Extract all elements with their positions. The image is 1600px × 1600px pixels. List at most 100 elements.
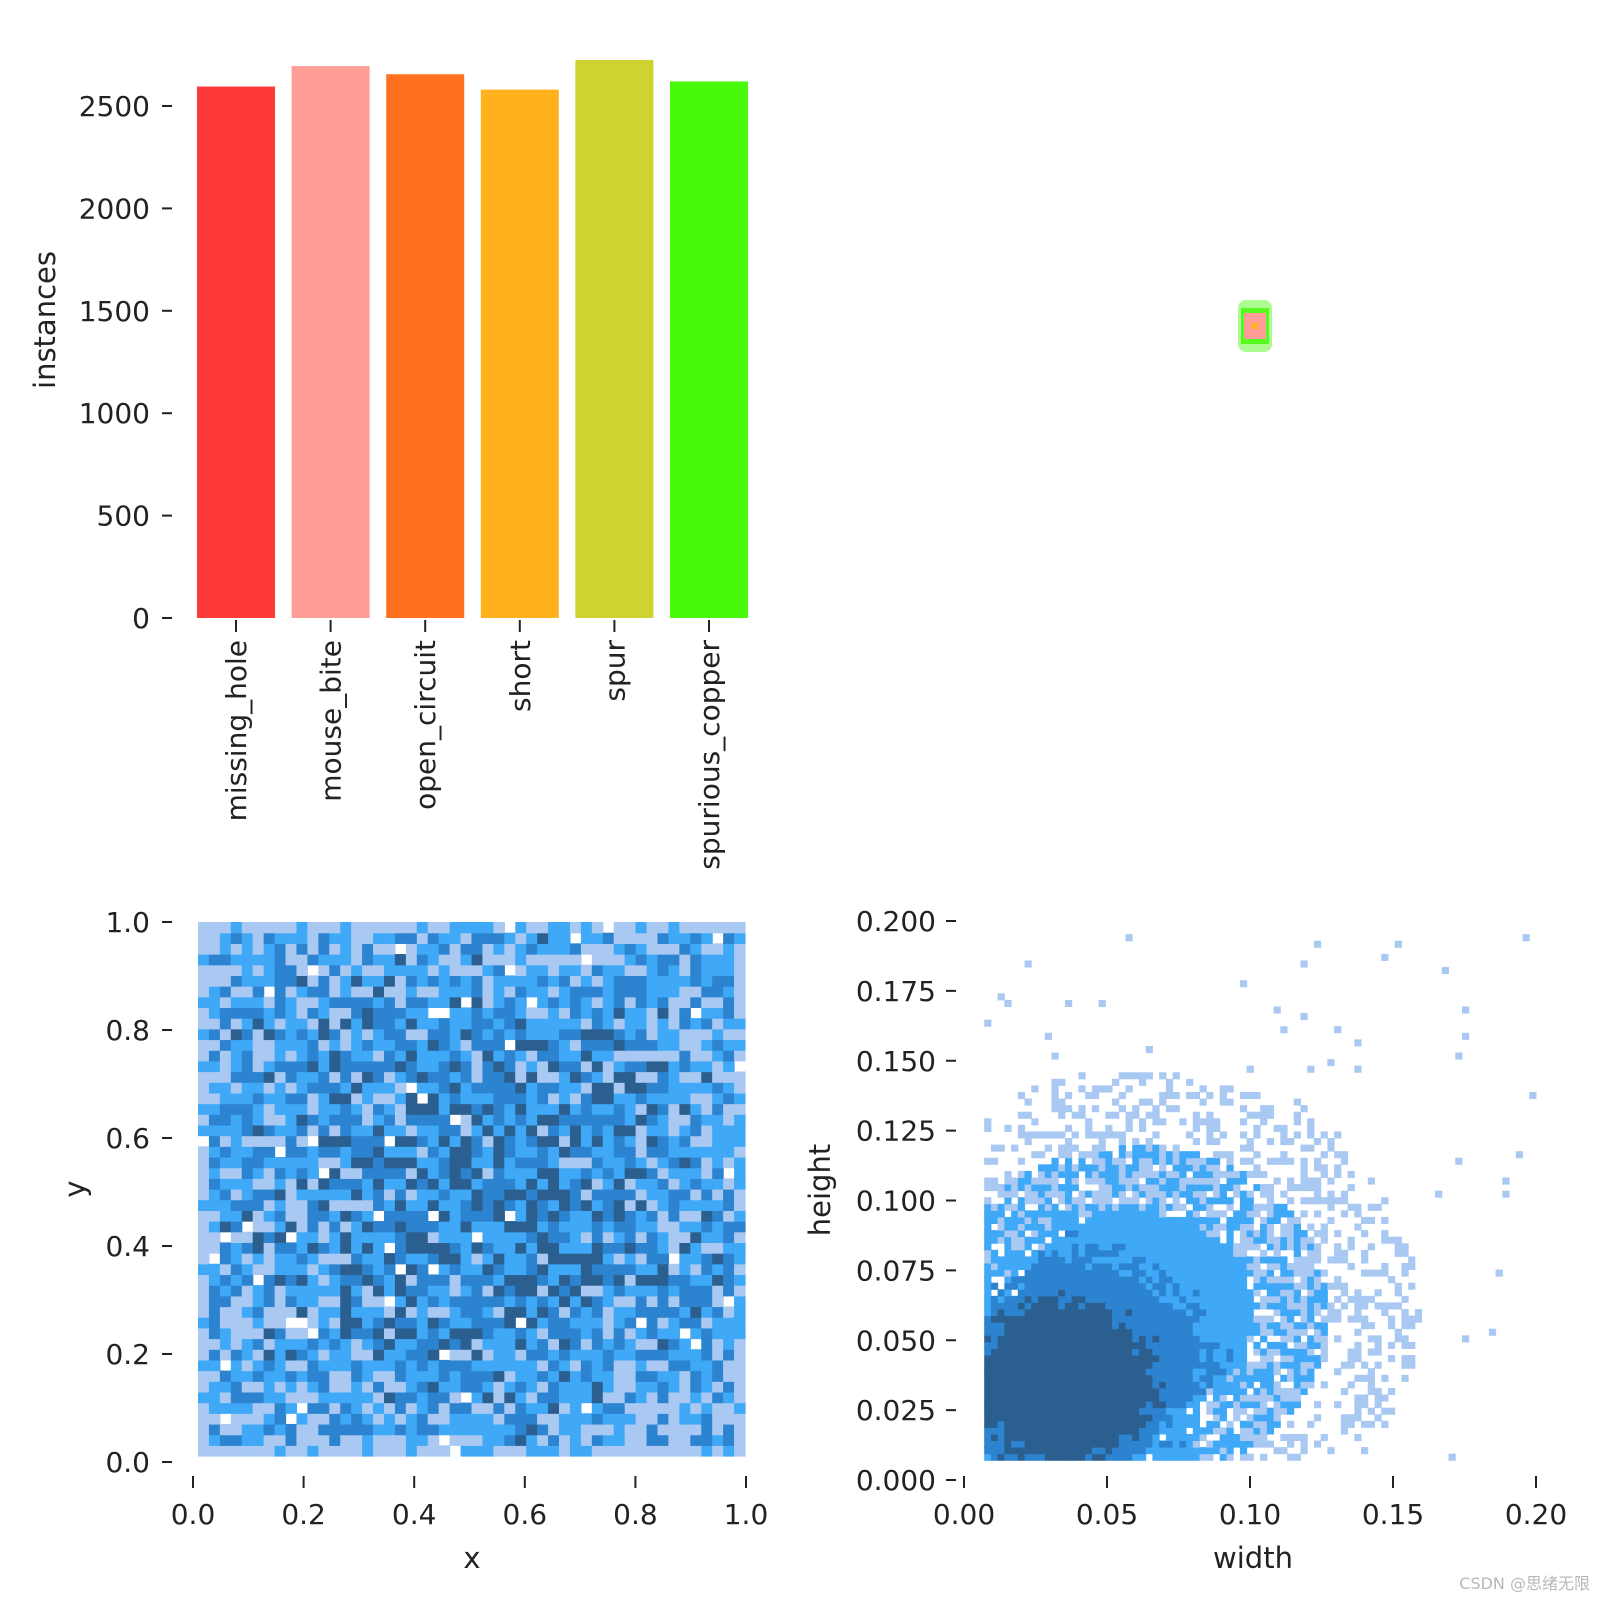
heatmap-cell [1334, 1256, 1342, 1264]
heatmap-cell [515, 1327, 527, 1340]
heatmap-cell [515, 1071, 527, 1083]
heatmap-cell [646, 1242, 659, 1254]
heatmap-cell [1374, 1269, 1382, 1277]
heatmap-cell [296, 996, 308, 1009]
heatmap-cell [230, 1199, 243, 1211]
heatmap-cell [1354, 1295, 1362, 1303]
heatmap-cell [1091, 1177, 1100, 1185]
heatmap-cell [1085, 1295, 1093, 1303]
heatmap-cell [690, 1071, 702, 1083]
heatmap-cell [1287, 1276, 1295, 1284]
heatmap-cell [1266, 1105, 1275, 1113]
heatmap-cell [329, 1338, 341, 1350]
heatmap-cell [1044, 1387, 1052, 1396]
heatmap-cell [1051, 1440, 1059, 1448]
heatmap-cell [482, 1295, 494, 1308]
heatmap-cell [274, 1221, 287, 1233]
heatmap-cell [668, 1391, 680, 1404]
heatmap-cell [1017, 1302, 1026, 1310]
heatmap-cell [1125, 1177, 1133, 1185]
heatmap-cell [1024, 1269, 1032, 1277]
heatmap-cell [1105, 1341, 1113, 1349]
heatmap-cell [679, 1306, 691, 1318]
heatmap-cell [690, 1178, 702, 1190]
heatmap-cell [219, 922, 232, 934]
heatmap-cell [984, 1440, 992, 1448]
heatmap-cell [285, 1445, 298, 1457]
heatmap-cell [1327, 1059, 1335, 1067]
heatmap-cell [1078, 1374, 1086, 1382]
heatmap-cell [383, 1285, 396, 1297]
heatmap-cell [405, 1189, 418, 1201]
heatmap-cell [1125, 1420, 1133, 1428]
heatmap-cell [1192, 1368, 1201, 1376]
heatmap-cell [580, 1306, 593, 1318]
heatmap-cell [198, 1231, 210, 1243]
heatmap-cell [460, 1359, 473, 1372]
heatmap-cell [504, 1434, 516, 1446]
heatmap-cell [1300, 1013, 1308, 1021]
heatmap-cell [1179, 1414, 1187, 1422]
heatmap-cell [394, 1178, 407, 1190]
heatmap-cell [646, 1135, 659, 1147]
heatmap-cell [1091, 1309, 1100, 1317]
heatmap-cell [1038, 1368, 1046, 1376]
heatmap-cell [1085, 1341, 1093, 1349]
heatmap-cell [1038, 1289, 1046, 1297]
heatmap-cell [1239, 1216, 1248, 1225]
heatmap-cell [493, 1146, 505, 1158]
heatmap-cell [1334, 1230, 1342, 1238]
heatmap-cell [537, 943, 549, 955]
heatmap-cell [340, 943, 352, 955]
heatmap-cell [1138, 1203, 1147, 1211]
heatmap-cell [416, 1402, 429, 1414]
heatmap-cell [1186, 1355, 1194, 1363]
heatmap-cell [984, 1216, 992, 1225]
heatmap-cell [1112, 1309, 1120, 1317]
heatmap-cell [997, 1387, 1005, 1396]
heatmap-cell [1186, 1230, 1194, 1238]
heatmap-cell [1038, 1295, 1046, 1303]
heatmap-cell [657, 1189, 670, 1201]
heatmap-cell [646, 1231, 659, 1243]
heatmap-cell [580, 1434, 593, 1446]
heatmap-cell [668, 1381, 680, 1393]
heatmap-cell [1172, 1190, 1180, 1198]
heatmap-cell [1071, 1269, 1079, 1277]
heatmap-cell [427, 922, 440, 934]
heatmap-cell [591, 964, 604, 976]
heatmap-cell [559, 1285, 571, 1297]
heatmap-cell [449, 1060, 462, 1073]
heatmap-cell [394, 1082, 407, 1094]
heatmap-cell [1152, 1236, 1160, 1244]
heatmap-cell [559, 1370, 571, 1382]
heatmap-cell [285, 964, 298, 976]
heatmap-cell [252, 1082, 265, 1094]
heatmap-cell [613, 975, 626, 987]
heatmap-cell [340, 1231, 352, 1243]
heatmap-cell [1051, 1361, 1059, 1369]
heatmap-cell [1172, 1105, 1180, 1113]
heatmap-cell [613, 1274, 626, 1286]
heatmap-cell [504, 1370, 516, 1382]
heatmap-cell [1132, 1203, 1140, 1211]
heatmap-cell [1004, 1203, 1012, 1211]
heatmap-cell [208, 1349, 221, 1361]
heatmap-cell [569, 954, 582, 966]
heatmap-cell [1011, 1394, 1019, 1402]
heatmap-cell [1152, 1177, 1160, 1185]
heatmap-cell [394, 1007, 407, 1019]
heatmap-cell [405, 1413, 418, 1425]
heatmap-cell [230, 1018, 243, 1030]
heatmap-cell [1293, 1262, 1301, 1271]
heatmap-cell [1064, 1348, 1073, 1356]
heatmap-cell [493, 1189, 505, 1201]
heatmap-cell [274, 1370, 287, 1382]
heatmap-cell [362, 1285, 374, 1297]
heatmap-cell [1071, 1230, 1079, 1238]
heatmap-cell [1071, 1420, 1079, 1428]
heatmap-cell [1091, 1164, 1100, 1172]
heatmap-cell [1098, 1309, 1106, 1317]
heatmap-cell [679, 1402, 691, 1414]
heatmap-cell [723, 1413, 735, 1425]
